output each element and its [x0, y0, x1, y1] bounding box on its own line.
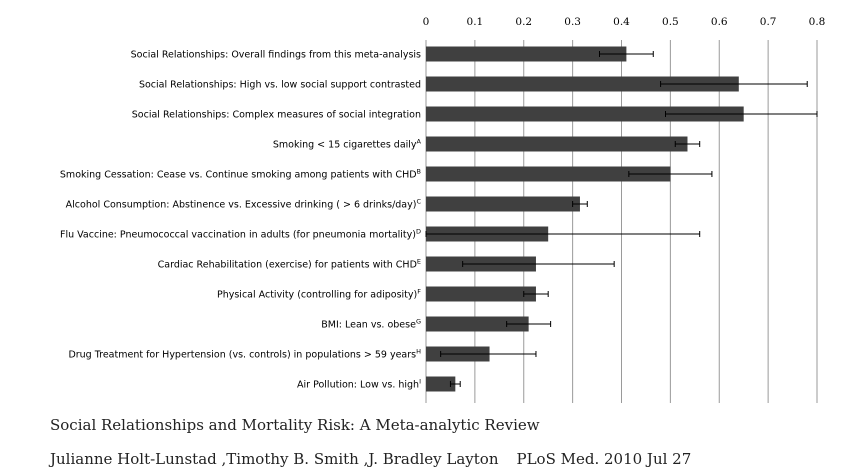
category-label: Alcohol Consumption: Abstinence vs. Exce…	[66, 198, 422, 211]
error-bar	[440, 351, 537, 357]
bar	[426, 286, 536, 302]
category-label: Social Relationships: High vs. low socia…	[139, 80, 421, 91]
error-bar	[628, 171, 713, 177]
x-tick-label: 0.8	[809, 16, 826, 28]
category-label: Smoking < 15 cigarettes dailyA	[273, 138, 422, 151]
bar	[426, 106, 744, 122]
bar	[426, 376, 456, 392]
bar	[426, 46, 627, 62]
category-label: Social Relationships: Overall findings f…	[131, 50, 421, 61]
x-tick-label: 0.7	[760, 16, 777, 28]
category-label: Physical Activity (controlling for adipo…	[217, 288, 421, 301]
x-tick-label: 0.6	[711, 16, 728, 28]
category-label: Smoking Cessation: Cease vs. Continue sm…	[60, 168, 421, 181]
error-bar	[506, 321, 552, 327]
bar	[426, 316, 529, 332]
category-label: Air Pollution: Low vs. highI	[297, 378, 421, 391]
gridlines	[425, 40, 818, 403]
x-tick-label: 0.1	[467, 16, 484, 28]
error-bar	[462, 261, 615, 267]
x-tick-label: 0.5	[662, 16, 679, 28]
category-label: Flu Vaccine: Pneumococcal vaccination in…	[60, 228, 421, 241]
error-bar	[425, 231, 701, 237]
error-bar	[449, 381, 461, 387]
bars	[426, 46, 744, 392]
caption-authors: Julianne Holt-Lunstad ,Timothy B. Smith …	[50, 450, 499, 468]
error-bar	[674, 141, 701, 147]
effect-size-bar-chart: 0 0.1 0.2 0.3 0.4 0.5 0.6 0.7 0.8 Social Relatio…	[60, 16, 826, 403]
x-tick-label: 0.2	[515, 16, 532, 28]
x-tick-label: 0.3	[564, 16, 581, 28]
x-tick-label: 0	[423, 16, 430, 28]
error-bar	[523, 291, 549, 297]
category-label: Drug Treatment for Hypertension (vs. con…	[68, 348, 421, 361]
error-bar	[664, 111, 818, 117]
category-label: Cardiac Rehabilitation (exercise) for pa…	[158, 258, 421, 271]
caption-authors-line: Julianne Holt-Lunstad ,Timothy B. Smith …	[50, 450, 691, 468]
caption-journal: PLoS Med. 2010 Jul 27	[516, 450, 692, 468]
category-label: Social Relationships: Complex measures o…	[132, 110, 421, 121]
bar	[426, 76, 739, 92]
bar	[426, 136, 688, 152]
category-label: BMI: Lean vs. obeseG	[321, 318, 421, 331]
bar	[426, 196, 580, 212]
x-tick-label: 0.4	[613, 16, 630, 28]
error-bars	[425, 51, 818, 387]
bar	[426, 166, 671, 182]
x-axis-tick-labels: 0 0.1 0.2 0.3 0.4 0.5 0.6 0.7 0.8	[423, 16, 826, 28]
error-bar	[660, 81, 808, 87]
category-labels: Social Relationships: Overall findings f…	[60, 50, 422, 391]
caption-title: Social Relationships and Mortality Risk:…	[50, 416, 540, 434]
error-bar	[599, 51, 654, 57]
error-bar	[572, 201, 588, 207]
